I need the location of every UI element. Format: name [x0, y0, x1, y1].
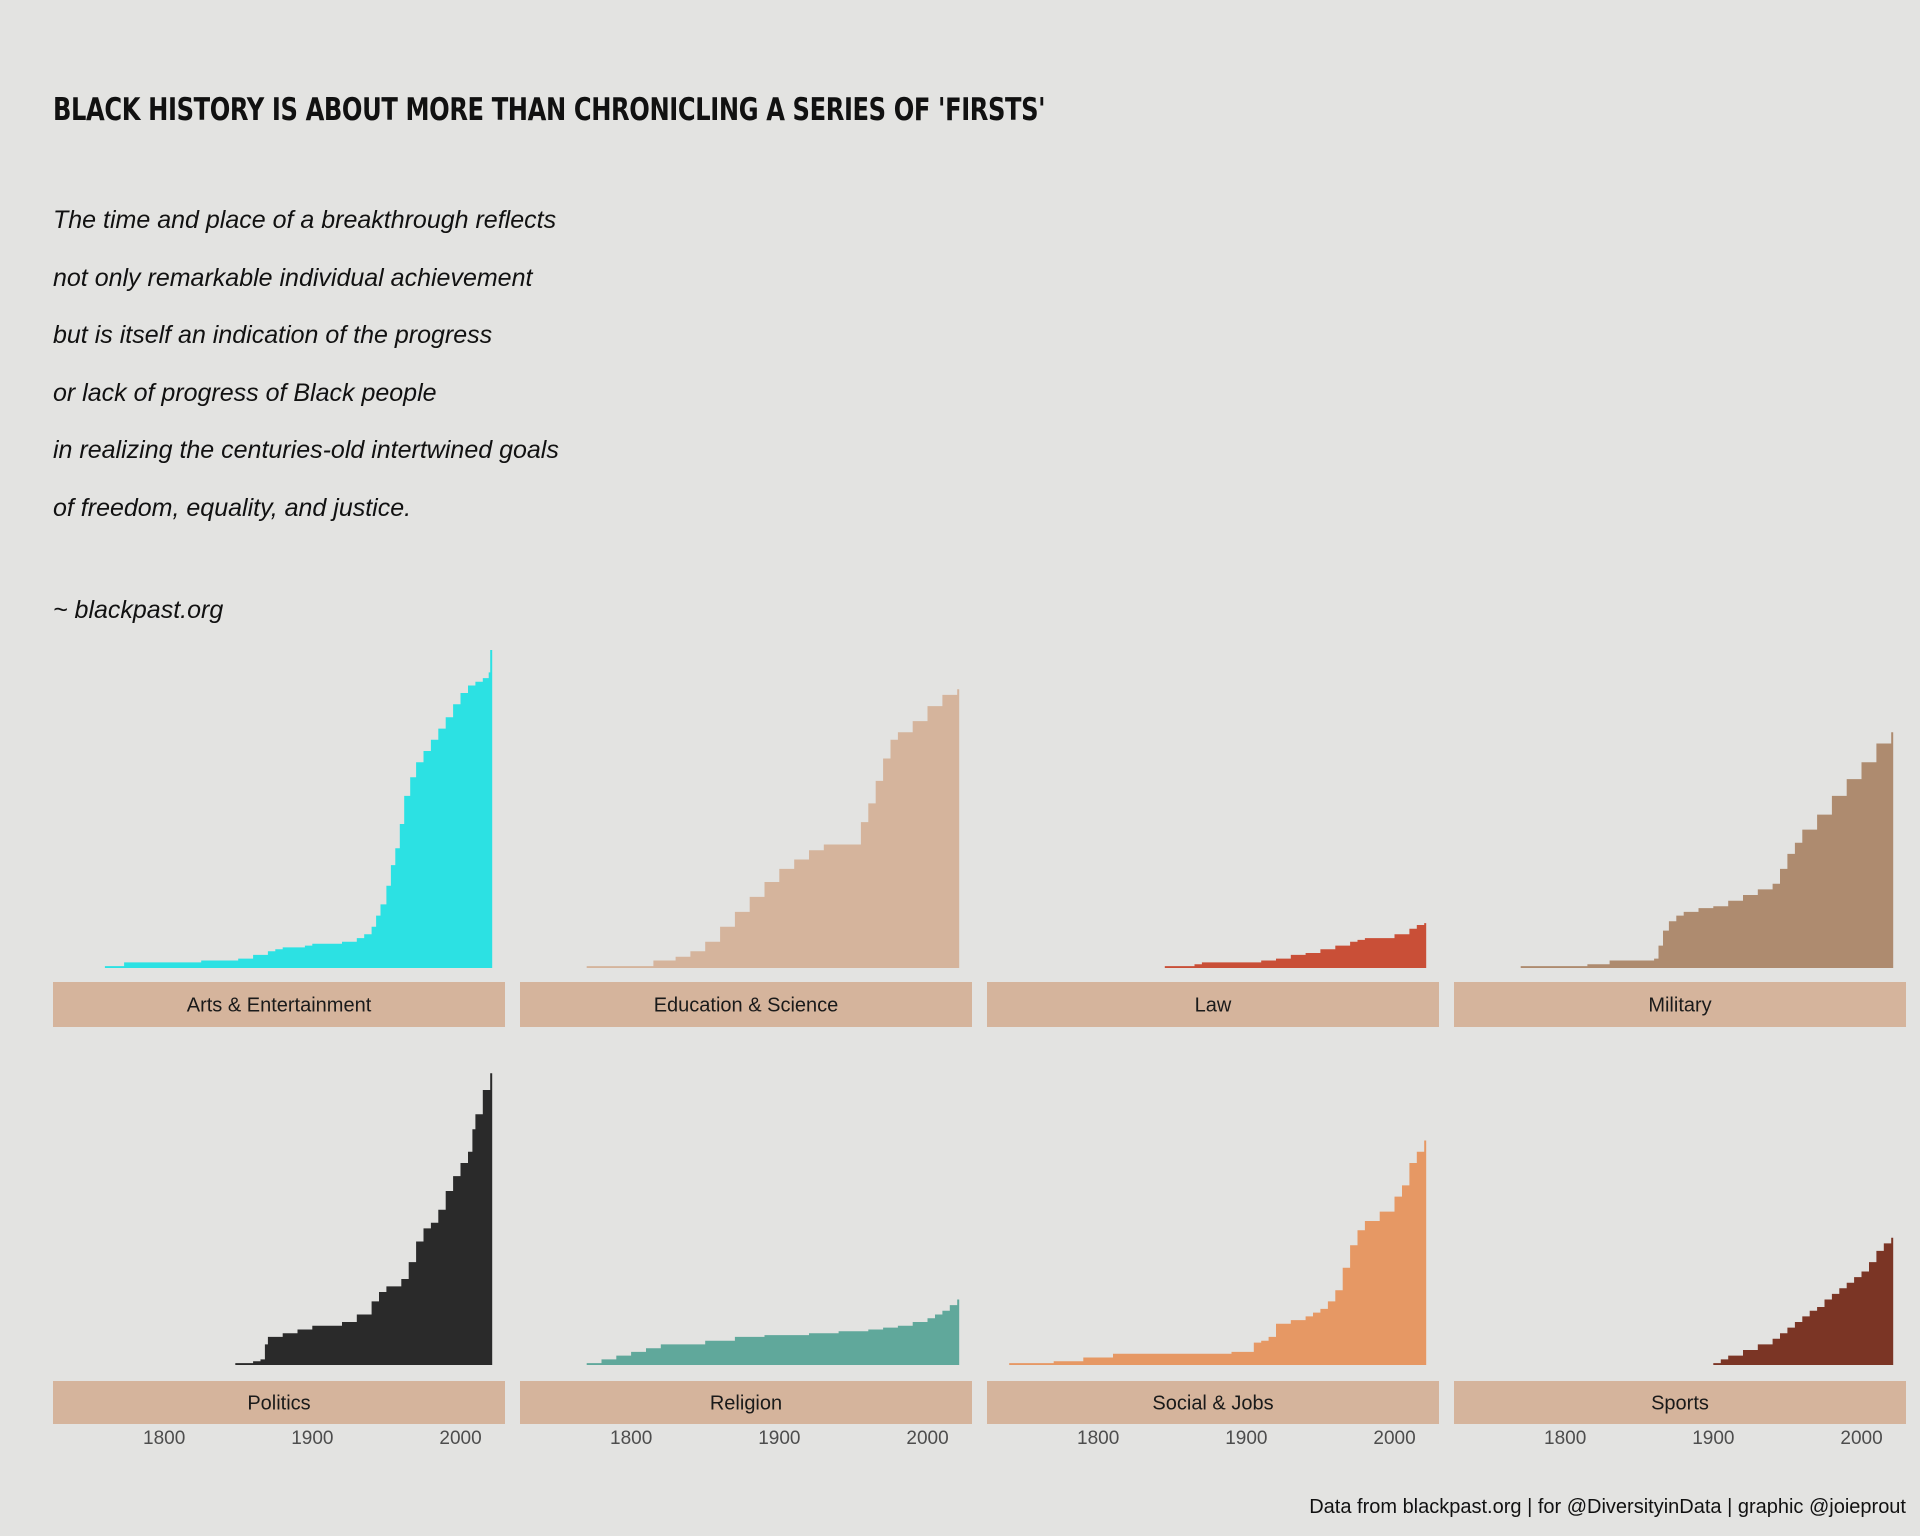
x-tick-label: 1900 — [1692, 1428, 1734, 1449]
quote-line: not only remarkable individual achieveme… — [53, 263, 533, 292]
x-tick-label: 1900 — [291, 1428, 333, 1449]
facet-strip — [1454, 982, 1906, 1027]
chart-title: BLACK HISTORY IS ABOUT MORE THAN CHRONIC… — [53, 92, 1046, 128]
facet-strip-label: Religion — [710, 1393, 782, 1415]
x-tick-label: 2000 — [1840, 1428, 1882, 1449]
quote-source: ~ blackpast.org — [53, 596, 224, 624]
facet-strip-label: Education & Science — [654, 995, 839, 1017]
x-tick-label: 1800 — [610, 1428, 652, 1449]
facet-panel: Politics 1800 1900 2000 — [53, 1073, 505, 1449]
facet-strip-label: Sports — [1651, 1393, 1709, 1415]
area-series — [235, 1073, 493, 1365]
facet-strip — [520, 1381, 972, 1424]
quote-block: The time and place of a breakthrough ref… — [53, 192, 559, 538]
quote-line: but is itself an indication of the progr… — [53, 321, 493, 350]
x-tick-label: 2000 — [439, 1428, 481, 1449]
facet-strip — [987, 1381, 1439, 1424]
quote-line: of freedom, equality, and justice. — [53, 493, 412, 522]
x-tick-label: 1900 — [758, 1428, 800, 1449]
quote-line: or lack of progress of Black people — [53, 378, 437, 407]
facet-strip-label: Politics — [247, 1393, 310, 1415]
quote-line: The time and place of a breakthrough ref… — [53, 206, 557, 234]
facet-strip-label: Social & Jobs — [1152, 1393, 1273, 1415]
area-series — [586, 1299, 960, 1365]
facet-strip-label: Military — [1648, 995, 1711, 1017]
x-tick-label: 1800 — [1544, 1428, 1586, 1449]
facet-panel: Religion 1800 1900 2000 — [520, 1299, 972, 1449]
x-tick-label: 1900 — [1225, 1428, 1267, 1449]
facet-strip-label: Law — [1195, 995, 1232, 1017]
facet-panel: Law — [987, 923, 1439, 1027]
facet-strip — [520, 982, 972, 1027]
facet-strip — [53, 1381, 505, 1424]
x-tick-label: 1800 — [1077, 1428, 1119, 1449]
facet-strip — [53, 982, 505, 1027]
facet-panel: Arts & Entertainment — [53, 650, 505, 1027]
area-series — [1713, 1237, 1894, 1365]
facet-strip — [987, 982, 1439, 1027]
area-series — [1164, 923, 1427, 968]
facet-strip — [1454, 1381, 1906, 1424]
area-series — [586, 689, 960, 968]
x-tick-label: 2000 — [906, 1428, 948, 1449]
quote-line: in realizing the centuries-old intertwin… — [53, 436, 559, 465]
area-series — [1520, 732, 1894, 968]
area-series — [104, 650, 493, 968]
x-tick-label: 2000 — [1373, 1428, 1415, 1449]
area-series — [1009, 1140, 1427, 1365]
facet-panel: Sports 1800 1900 2000 — [1454, 1237, 1906, 1449]
x-tick-label: 1800 — [143, 1428, 185, 1449]
facet-panel: Education & Science — [520, 689, 972, 1027]
facet-panel: Social & Jobs 1800 1900 2000 — [987, 1140, 1439, 1449]
facet-panel: Military — [1454, 732, 1906, 1027]
facet-strip-label: Arts & Entertainment — [187, 995, 372, 1017]
caption: Data from blackpast.org | for @Diversity… — [1309, 1496, 1906, 1518]
